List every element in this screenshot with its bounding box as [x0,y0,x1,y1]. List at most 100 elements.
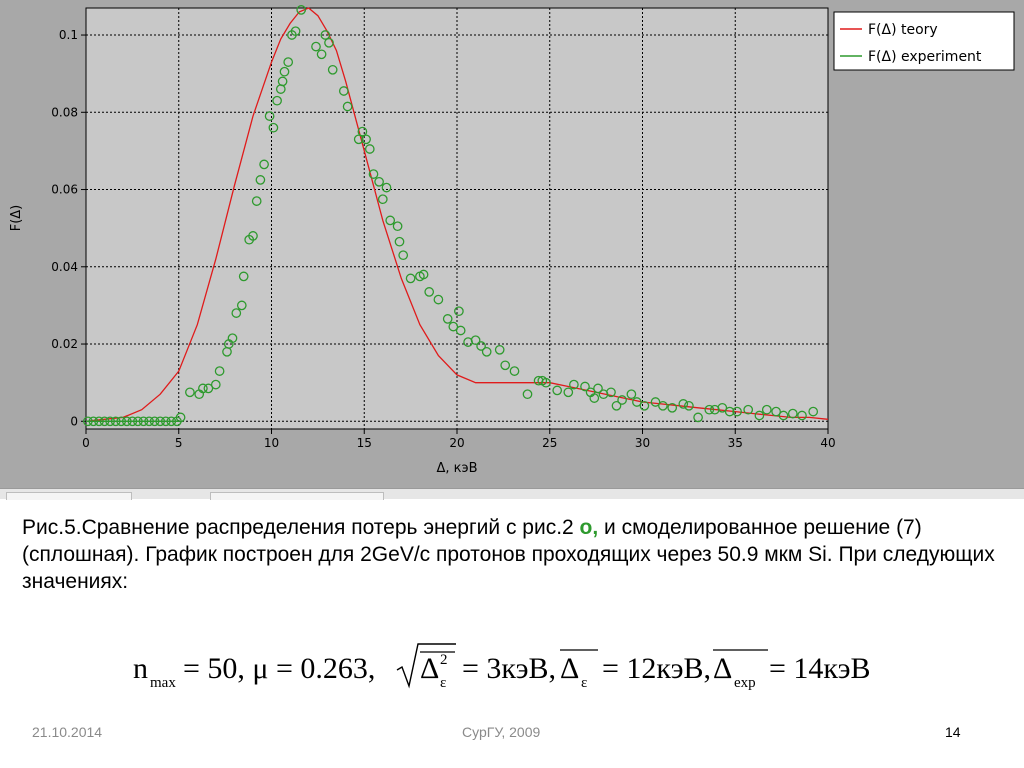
formula-n-sub: max [150,675,176,691]
experiment-point [632,397,642,407]
experiment-point [732,406,742,417]
experiment-point [717,402,728,413]
experiment-point [678,399,689,409]
x-tick-label: 30 [635,436,650,450]
experiment-point [385,215,396,226]
experiment-point [231,308,242,318]
experiment-point [509,366,520,376]
legend-box [833,11,1015,71]
footer-date: 21.10.2014 [32,724,103,740]
experiment-point [481,346,492,357]
formula-delta-eps: Δ [560,652,579,685]
formula-part1: = 50, μ = 0.263, [183,652,375,685]
experiment-point [398,250,409,261]
experiment-point [185,387,195,398]
x-axis-label: Δ, кэВ [436,461,477,476]
legend: F(Δ) teory F(Δ) experiment [833,11,1015,71]
sqrt-sign [396,643,456,689]
experiment-point [448,321,459,332]
x-tick-label: 10 [264,436,279,450]
experiment-point [593,383,603,394]
plot-area [85,7,829,430]
experiment-point [650,397,661,407]
experiment-point [392,221,403,232]
experiment-point [455,325,466,336]
tab-2[interactable] [210,492,384,500]
x-tick-label: 25 [542,436,557,450]
y-tick-label: 0.06 [51,183,78,197]
experiment-point [374,176,384,187]
x-tick-label: 20 [449,436,464,450]
experiment-point [424,287,435,297]
experiment-point [227,333,238,344]
experiment-point [626,389,637,400]
formula: n max = 50, μ = 0.263, Δ 2 ε = 3кэВ, Δ ε… [133,643,870,691]
experiment-point [264,111,275,121]
experiment-point [255,175,266,185]
experiment-point [743,404,754,415]
experiment-point [320,30,331,40]
experiment-point [442,314,453,324]
caption-marker-symbol: o, [579,516,599,539]
experiment-point [377,194,388,205]
experiment-point [316,49,327,60]
experiment-point [236,300,247,311]
y-tick-label: 0.1 [59,28,78,42]
experiment-point [724,406,735,417]
experiment-point [357,126,368,137]
x-tick-label: 15 [357,436,372,450]
x-tick-label: 40 [820,436,835,450]
formula-delta-sq: Δ [420,652,439,685]
experiment-point [761,404,772,415]
experiment-point [175,412,186,423]
experiment-point [500,360,511,371]
experiment-point [203,383,214,394]
experiment-point [522,389,533,400]
experiment-point [277,76,288,87]
y-axis-label: F(Δ) [9,205,24,232]
experiment-point [754,410,765,421]
experiment-point [381,182,392,193]
experiment-point [658,400,668,411]
experiment-point [214,366,225,376]
experiment-point [311,41,321,52]
plot-panel: 0 5 10 15 20 25 30 35 40 0 0.02 0.04 0.06 0.08 0.1 Δ, … [0,0,1024,488]
formula-delta-sq-sub: ε [440,675,446,691]
tab-1[interactable] [6,492,132,500]
experiment-point [454,306,464,317]
experiment-point [327,64,338,75]
formula-part2: = 3кэВ, [462,652,556,685]
experiment-point [279,66,290,77]
caption-text-start: Рис.5.Сравнение распределения потерь эне… [22,516,580,539]
experiment-point [617,395,627,405]
experiment-point [476,341,486,351]
chart: 0 5 10 15 20 25 30 35 40 0 0.02 0.04 0.06 0.08 0.1 Δ, … [9,5,1015,476]
y-tick-label: 0.04 [51,260,78,274]
formula-delta-exp: Δ [713,652,732,685]
x-tick-label: 5 [175,436,183,450]
caption-text-end: и смоделированное решение (7) (сплошная)… [22,516,995,593]
experiment-point [541,377,551,388]
experiment-point [268,122,279,133]
y-tick-label: 0 [70,414,78,428]
experiment-point [580,381,590,392]
experiment-point [470,335,481,346]
footer-org: СурГУ, 2009 [462,724,541,740]
figure-caption: Рис.5.Сравнение распределения потерь эне… [22,514,1002,595]
experiment-point [324,37,334,48]
theory-line [85,7,829,422]
y-tick-label: 0.02 [51,337,78,351]
experiment-point [494,344,505,355]
experiment-point [569,379,579,390]
experiment-point [639,400,650,411]
experiment-point [611,400,622,411]
x-tick-label: 35 [728,436,743,450]
x-tick-label: 0 [82,436,90,450]
experiment-point [251,196,262,206]
experiment-point [283,57,294,67]
experiment-point [210,379,221,390]
experiment-point [296,5,307,15]
experiment-point [433,294,444,305]
experiment-point [797,410,807,421]
experiment-point [667,402,678,413]
